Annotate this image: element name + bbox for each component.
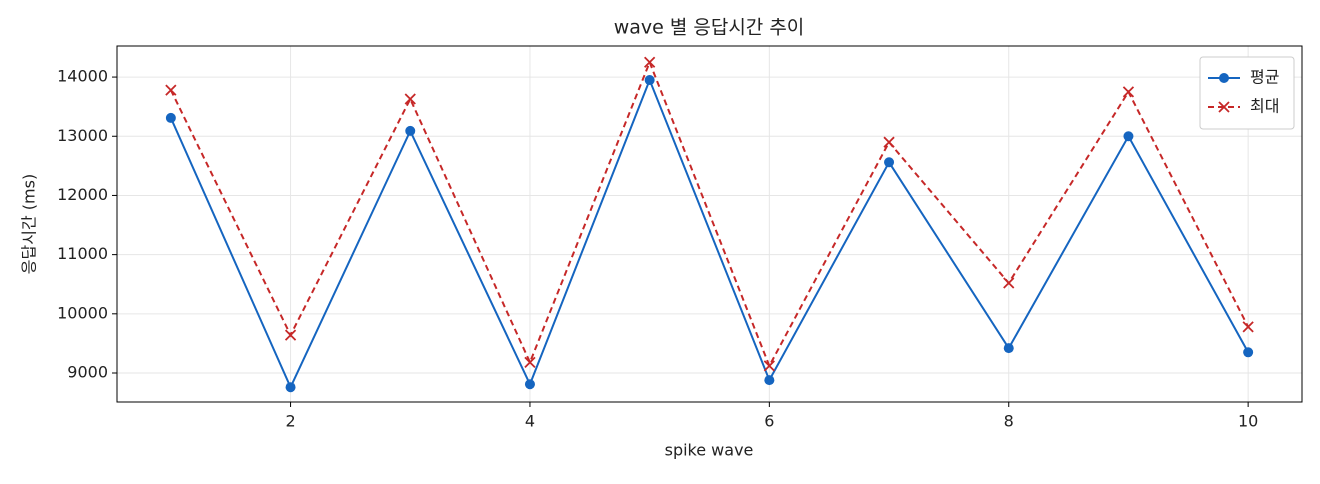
plot-frame [116, 45, 1303, 403]
point [405, 125, 416, 136]
point [284, 329, 297, 341]
legend-marker [1219, 73, 1229, 83]
legend-marker [1218, 101, 1230, 113]
point [1122, 86, 1135, 98]
point [1243, 347, 1254, 358]
x-tick-label: 2 [285, 412, 295, 431]
series-line [169, 77, 1250, 390]
x-axis-label: spike wave [665, 441, 754, 460]
point [524, 379, 535, 390]
point [764, 375, 775, 386]
x-tick-label: 10 [1238, 412, 1258, 431]
point [644, 56, 656, 68]
y-tick-label: 10000 [57, 303, 108, 322]
point [165, 84, 177, 96]
point [884, 157, 895, 168]
y-tick-label: 11000 [57, 244, 108, 263]
legend-label: 평균 [1250, 68, 1279, 87]
point [1003, 343, 1014, 354]
point [883, 136, 895, 148]
series-line [169, 59, 1250, 369]
point [644, 75, 655, 86]
point [524, 356, 536, 368]
point [1123, 131, 1134, 142]
point [165, 112, 176, 123]
point [1242, 321, 1254, 333]
legend-label: 최대 [1250, 97, 1279, 116]
x-tick-label: 8 [1004, 412, 1014, 431]
chart-title: wave 별 응답시간 추이 [614, 17, 805, 39]
y-tick-label: 14000 [57, 67, 108, 86]
point [763, 360, 775, 372]
y-tick-label: 13000 [57, 126, 108, 145]
legend-box [1199, 56, 1295, 130]
point [1003, 277, 1015, 289]
point [404, 93, 416, 105]
y-axis-label: 응답시간 (ms) [20, 174, 39, 274]
y-tick-label: 9000 [67, 362, 108, 381]
x-tick-label: 4 [525, 412, 535, 431]
y-tick-label: 12000 [57, 185, 108, 204]
point [285, 382, 296, 393]
x-tick-label: 6 [764, 412, 774, 431]
